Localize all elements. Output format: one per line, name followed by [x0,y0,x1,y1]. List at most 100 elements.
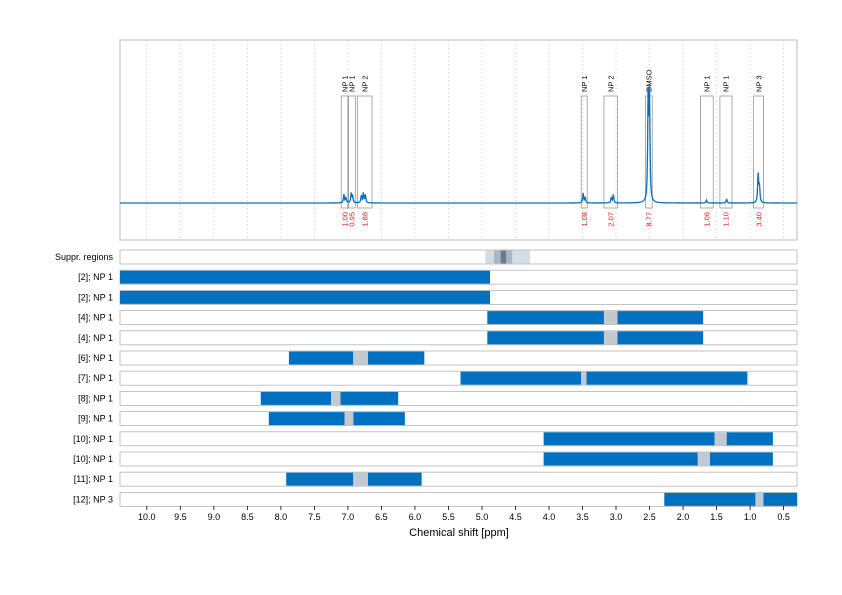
peak-label: NP 3 [754,75,763,92]
range-bar [709,452,773,466]
x-tick-label: 10.0 [138,512,156,522]
spectrum-trace [120,84,797,204]
peak-label: NP 1 [340,75,349,92]
x-tick-label: 6.5 [375,512,388,522]
x-tick-label: 8.0 [275,512,288,522]
range-bar [617,331,704,345]
range-bar [586,371,748,385]
row-label: [8]; NP 1 [78,393,113,403]
peak-box [603,95,618,209]
suppression-row-frame [119,249,798,265]
range-bar [487,311,604,325]
suppression-region [500,250,507,264]
peak-box [753,95,764,209]
range-bar [763,492,797,506]
range-bar [460,371,582,385]
range-gap [581,371,587,385]
range-bar [286,472,354,486]
x-tick-label: 3.5 [576,512,589,522]
range-bar [617,311,704,325]
row-label: [11]; NP 1 [74,474,113,484]
integration-value: 1.06 [703,212,712,227]
peak-box [719,95,733,209]
row-label: [2]; NP 1 [78,292,113,302]
peak-label: NP 2 [360,75,369,92]
peak-box [356,95,373,209]
x-tick-label: 1.0 [744,512,757,522]
x-tick-label: 6.0 [409,512,422,522]
range-gap [714,432,727,446]
x-tick-label: 2.5 [643,512,656,522]
integration-value: 3.40 [754,212,763,227]
range-row-frame [119,390,798,406]
peak-box [580,95,588,209]
peak-label: NP 2 [606,75,615,92]
x-tick-label: 9.0 [208,512,221,522]
x-tick-label: 1.5 [710,512,723,522]
row-label: [4]; NP 1 [78,313,113,323]
range-gap [603,311,618,325]
x-tick-label: 9.5 [174,512,187,522]
integration-value: 1.00 [340,212,349,227]
range-bar [120,290,491,304]
row-label: Suppr. regions [55,252,114,262]
spectrum-panel: NP 1 1.00 NP 1 0.95 NP 2 1.88 NP 1 1.08 NP 2 2.07… [119,39,798,241]
row-label: [10]; NP 1 [73,454,113,464]
range-row-frame [119,411,798,427]
peak-label: NP 1 [722,75,731,92]
range-bar [368,351,425,365]
x-tick-label: 5.5 [442,512,455,522]
integration-value: 1.08 [580,212,589,227]
range-gap [353,472,369,486]
peak-label: NP 1 [580,75,589,92]
peak-box [700,95,714,209]
x-tick-label: 7.0 [342,512,355,522]
peak-label: DMSO [645,69,654,92]
range-gap [353,351,369,365]
integration-value: 1.88 [360,212,369,227]
row-label: [10]; NP 1 [73,434,113,444]
range-bar [353,412,405,426]
x-tick-label: 0.5 [777,512,790,522]
range-bar [120,270,491,284]
range-gap [344,412,354,426]
range-bar [543,452,698,466]
x-tick-label: 2.0 [677,512,690,522]
range-bar [664,492,756,506]
row-label: [4]; NP 1 [78,333,113,343]
x-tick-label: 4.5 [509,512,522,522]
range-bar [487,331,604,345]
row-label: [2]; NP 1 [78,272,113,282]
range-bar [268,412,345,426]
range-bar [288,351,354,365]
row-label: [9]; NP 1 [78,414,113,424]
range-bar [368,472,422,486]
range-bar [543,432,715,446]
range-row-frame [119,350,798,366]
integration-value: 0.95 [348,212,357,227]
row-label: [6]; NP 1 [78,353,113,363]
integration-value: 1.10 [722,212,731,227]
peak-box [340,95,349,209]
range-bar [340,391,399,405]
range-gap [331,391,341,405]
peak-label: NP 1 [703,75,712,92]
range-row-frame [119,471,798,487]
range-rows: Suppr. regions [2]; NP 1 [2]; NP 1 [4]; NP … [55,249,798,507]
range-bar [726,432,773,446]
row-label: [7]; NP 1 [78,373,113,383]
peak-box [348,95,356,209]
range-gap [603,331,618,345]
x-axis: 10.0 9.5 9.0 8.5 8.0 7.5 7.0 6.5 6.0 5.5 5.0 4.5 4.0… [138,506,790,522]
x-tick-label: 8.5 [241,512,254,522]
x-tick-label: 4.0 [543,512,556,522]
range-gap [697,452,710,466]
x-tick-label: 5.0 [476,512,489,522]
spectrum-frame [119,39,798,241]
x-tick-label: 3.0 [610,512,623,522]
integration-value: 2.07 [606,212,615,227]
x-tick-label: 7.5 [308,512,321,522]
peak-label: NP 1 [348,75,357,92]
integration-value: 8.77 [645,212,654,227]
